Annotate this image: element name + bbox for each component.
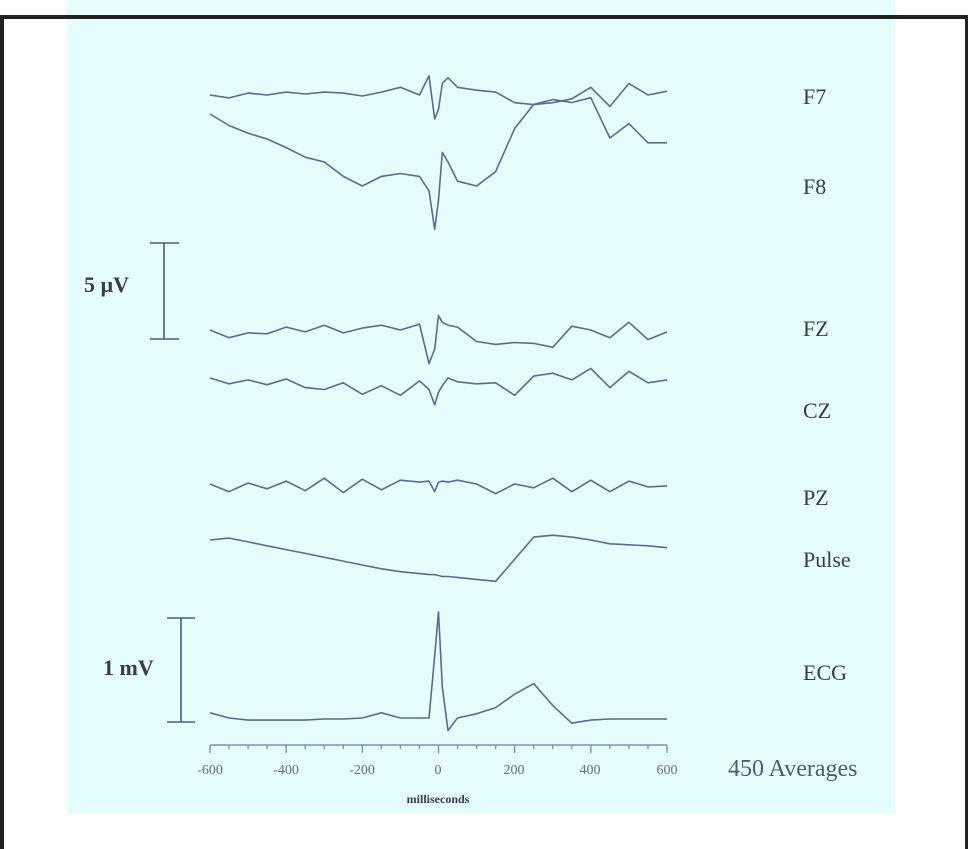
x-tick-label: -200	[349, 763, 375, 778]
scale-bar-5uv	[150, 242, 179, 340]
x-tick-label: 200	[503, 763, 525, 778]
eeg-plot	[150, 75, 668, 753]
channel-label-pz: PZ	[803, 485, 829, 510]
scale-label-1mv: 1 mV	[103, 655, 154, 680]
channel-label-f8: F8	[803, 174, 827, 199]
chart-panel	[67, 0, 895, 814]
channel-label-f7: F7	[803, 84, 827, 109]
x-tick-label: 0	[434, 763, 442, 778]
trace-f7	[209, 75, 668, 120]
averages-annotation: 450 Averages	[728, 756, 858, 782]
channel-label-pulse: Pulse	[803, 547, 851, 572]
scale-label-5uv: 5 µV	[84, 272, 130, 297]
x-axis	[209, 744, 668, 753]
trace-pulse	[209, 534, 668, 583]
trace-fz	[209, 314, 668, 365]
channel-label-cz: CZ	[803, 398, 832, 423]
trace-cz	[209, 367, 668, 406]
scale-bar-1mv	[167, 617, 195, 723]
channel-label-ecg: ECG	[803, 660, 847, 685]
figure-frame	[0, 15, 968, 849]
x-tick-label: 600	[656, 763, 678, 778]
x-tick-label: 400	[579, 763, 601, 778]
x-tick-label: -600	[197, 763, 223, 778]
trace-ecg	[209, 611, 667, 732]
trace-pz	[209, 477, 668, 495]
x-tick-label: -400	[273, 763, 299, 778]
x-axis-title: milliseconds	[406, 792, 470, 806]
trace-f8	[209, 96, 667, 230]
channel-label-fz: FZ	[803, 316, 829, 341]
